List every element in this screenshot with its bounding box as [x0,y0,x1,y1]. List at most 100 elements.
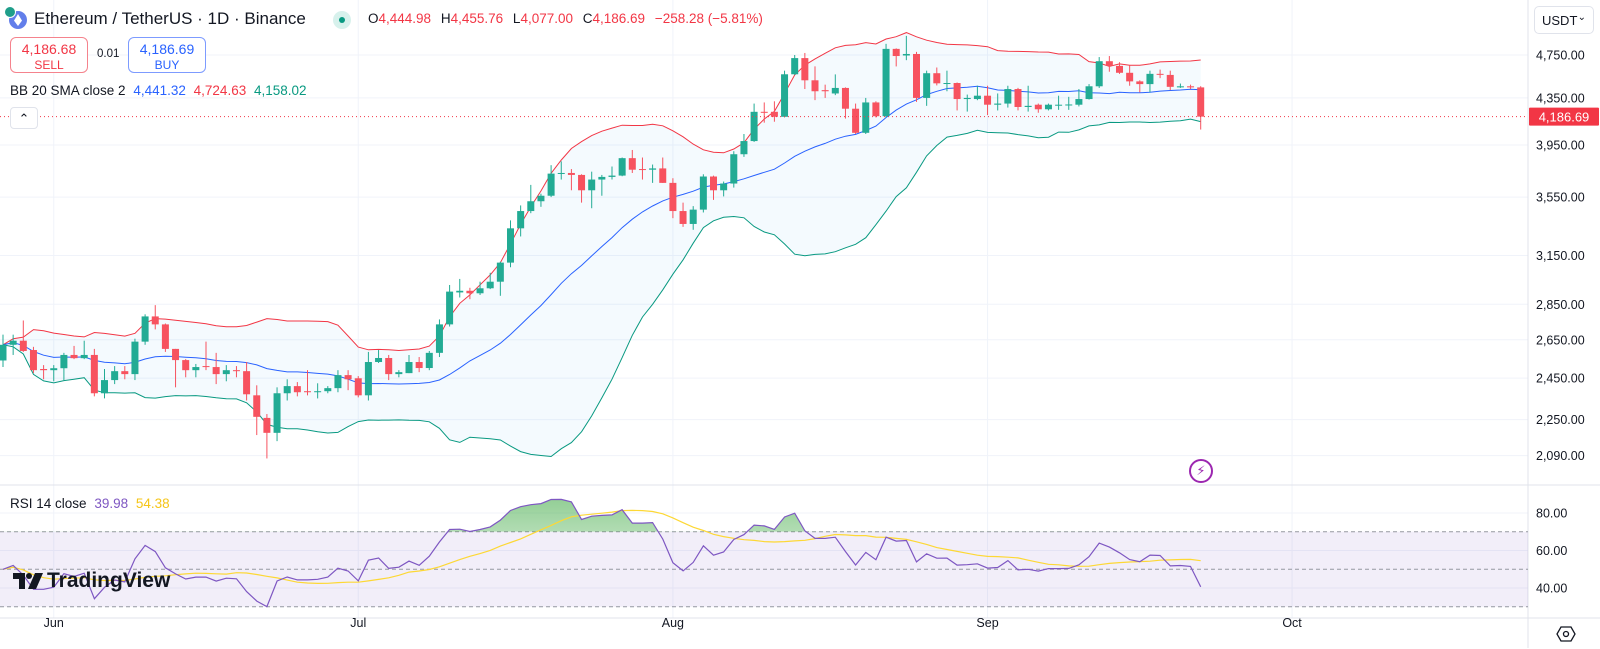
candle-down [1126,65,1134,86]
candle-up [547,165,555,198]
collapse-legend-button[interactable]: ⌃ [10,107,38,129]
candle-up [395,370,403,378]
candle-body [1176,86,1184,88]
candle-body [293,386,301,393]
candle-up [791,55,799,75]
bb-label: BB 20 SMA close 2 [10,83,126,98]
candle-body [1166,74,1174,87]
candle-down [202,341,210,371]
tradingview-logo-text: TradingView [47,569,171,592]
candle-body [618,158,626,176]
tradingview-logo-icon [13,573,43,589]
candle-body [1146,73,1154,85]
candle-up [80,340,88,360]
candle-body [1105,61,1113,66]
candle-down [344,370,352,391]
candle-down [1156,69,1164,79]
candle-body [222,370,230,375]
bb-band-fill [3,32,1201,457]
candle-down [872,101,880,118]
candle-body [852,108,860,133]
candle-body [770,111,778,117]
chevron-down-icon: ⌄ [1577,12,1586,23]
candle-body [1095,61,1103,87]
candle-down [1187,84,1195,90]
buy-button[interactable]: 4,186.69 BUY [128,37,206,73]
price-tick-label: 4,350.00 [1536,91,1585,105]
candle-down [232,366,240,378]
tradingview-logo[interactable]: TradingView [13,569,170,595]
candle-body [1004,89,1012,104]
candle-body [446,291,454,325]
candle-body [933,73,941,84]
candle-down [638,157,646,180]
ohlc-readout: O4,444.98 H4,455.76 L4,077.00 C4,186.69 … [368,11,769,26]
candle-body [334,375,342,389]
candle-up [618,157,626,177]
symbol-title[interactable]: Ethereum / TetherUS · 1D · Binance [34,9,306,28]
candle-body [760,111,768,113]
candle-body [801,58,809,81]
candle-up [334,370,342,393]
candle-up [111,366,119,385]
candle-body [710,176,717,191]
bollinger-legend[interactable]: BB 20 SMA close 2 4,441.32 4,724.63 4,15… [10,83,307,98]
candle-body [750,111,758,142]
candle-body [1085,86,1093,100]
candle-body [1055,104,1063,106]
candle-body [212,367,220,375]
candle-body [395,372,403,375]
candle-up [1024,85,1032,112]
candle-body [141,316,149,342]
candle-body [385,357,393,375]
candle-body [456,290,464,293]
lightning-icon[interactable]: ⚡︎ [1189,459,1213,483]
candle-body [172,348,180,361]
candle-body [415,362,423,369]
price-tick-label: 2,850.00 [1536,298,1585,312]
candle-up [517,205,525,237]
price-tick-label: 2,650.00 [1536,333,1585,347]
candle-body [354,378,362,396]
candle-body [567,172,575,175]
candle-body [304,391,311,393]
chart-settings-icon[interactable] [1556,624,1576,644]
candle-up [720,181,728,197]
currency-dropdown[interactable]: USDT ⌄ [1534,6,1594,34]
bb-upper-line [2,32,1201,352]
sell-button[interactable]: 4,186.68 SELL [10,37,88,73]
candle-body [628,158,636,170]
candle-body [435,324,443,353]
candle-up [486,272,494,290]
candle-down [40,365,48,380]
candle-body [111,371,119,381]
market-status-icon[interactable] [333,11,351,29]
candle-down [659,157,667,183]
candle-down [892,48,900,67]
candle-up [364,351,372,401]
buy-label: BUY [154,58,180,72]
candle-up [1065,96,1073,110]
rsi-tick-label: 40.00 [1536,582,1567,596]
price-tick-label: 2,090.00 [1536,449,1585,463]
candle-down [811,66,819,101]
candle-body [973,95,981,100]
candle-body [537,195,545,202]
candle-body [740,141,748,155]
candle-body [232,370,240,372]
candle-body [963,97,971,100]
candle-up [435,319,443,358]
candle-body [1024,105,1032,107]
candle-body [476,288,484,294]
chevron-up-icon: ⌃ [18,111,30,126]
candle-body [273,393,281,433]
candle-body [60,354,68,369]
grid-lines [0,0,1528,618]
time-tick-label: Aug [662,616,684,630]
candle-body [720,183,728,191]
rsi-ma-line [2,509,1201,585]
rsi-legend[interactable]: RSI 14 close 39.98 54.38 [10,496,170,511]
candle-body [101,380,108,394]
price-tick-label: 2,250.00 [1536,413,1585,427]
